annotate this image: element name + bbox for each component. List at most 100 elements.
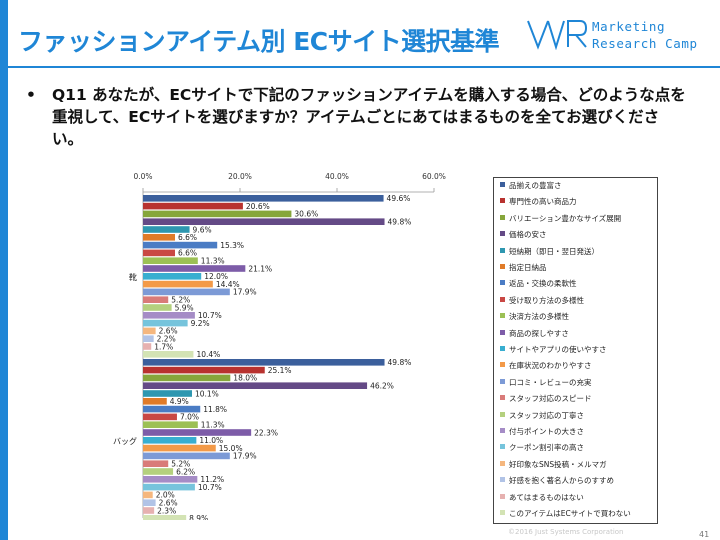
data-label: 2.6% <box>159 499 178 508</box>
legend-label: 受け取り方法の多様性 <box>509 295 584 305</box>
question-text: Q11 あなたが、ECサイトで下記のファッションアイテムを購入する場合、どのよう… <box>52 86 686 148</box>
page-title: ファッションアイテム別 ECサイト選択基準 <box>18 27 500 56</box>
legend-label: サイトやアプリの使いやすさ <box>509 345 607 354</box>
data-label: 10.7% <box>198 483 222 492</box>
bar <box>143 483 195 491</box>
legend-item: 品揃えの豊富さ <box>500 180 562 192</box>
data-label: 15.0% <box>219 444 243 453</box>
data-label: 12.0% <box>204 272 228 281</box>
legend-swatch <box>500 214 505 220</box>
legend-item: 口コミ・レビューの充実 <box>500 377 592 389</box>
logo-line-2: Research Camp <box>592 36 698 51</box>
bar <box>143 195 384 202</box>
data-label: 49.8% <box>388 358 412 367</box>
data-label: 1.7% <box>154 342 173 351</box>
legend-item: 受け取り方法の多様性 <box>500 295 584 307</box>
legend-swatch <box>500 493 505 499</box>
legend-item: クーポン割引率の高さ <box>500 442 584 454</box>
legend-item: 指定日納品 <box>500 262 547 274</box>
legend-item: サイトやアプリの使いやすさ <box>500 344 607 356</box>
legend-item: 付与ポイントの大きさ <box>500 426 584 438</box>
x-tick-label: 20.0% <box>228 172 252 181</box>
bar <box>143 226 190 233</box>
legend-label: 返品・交換の柔軟性 <box>509 279 577 289</box>
bar <box>143 327 156 335</box>
bar-chart: 0.0% 20.0% 40.0% 60.0% 49.6% 20.6% 30.6% 49.8% 9… <box>113 172 446 520</box>
data-label: 6.6% <box>178 249 197 258</box>
page-number: 41 <box>699 530 710 539</box>
bar <box>143 249 176 257</box>
data-label: 17.9% <box>233 288 257 297</box>
legend-label: 口コミ・レビューの充実 <box>509 377 592 387</box>
data-label: 5.9% <box>175 303 194 312</box>
legend-item: あてはまるものはない <box>500 492 584 504</box>
data-label: 10.4% <box>196 350 220 359</box>
legend-swatch <box>500 378 505 384</box>
legend-label: 決済方法の多様性 <box>509 312 569 322</box>
data-label: 11.8% <box>203 405 227 414</box>
legend-label: このアイテムはECサイトで買わない <box>509 509 631 518</box>
legend-label: 好感を抱く著名人からのすすめ <box>509 476 614 486</box>
legend-item: 返品・交換の柔軟性 <box>500 278 577 290</box>
data-label: 7.0% <box>180 413 199 422</box>
legend-swatch <box>500 428 505 433</box>
legend-swatch <box>500 444 505 450</box>
legend-swatch <box>500 182 505 187</box>
legend-swatch <box>500 280 505 286</box>
data-label: 14.4% <box>216 280 240 289</box>
legend-item: 在庫状況のわかりやすさ <box>500 360 592 372</box>
legend-swatch <box>500 231 505 237</box>
legend-item: 好感を抱く著名人からのすすめ <box>500 475 614 487</box>
bar <box>143 351 194 358</box>
legend-label: スタッフ対応の丁寧さ <box>509 410 584 420</box>
data-label: 20.6% <box>246 202 270 211</box>
bar <box>143 241 218 249</box>
data-label: 5.2% <box>171 296 190 305</box>
legend-item: 商品の探しやすさ <box>500 328 569 340</box>
data-label: 15.3% <box>220 241 244 250</box>
legend-item: 短納期（即日・翌日発送） <box>500 246 599 258</box>
bar <box>143 437 197 444</box>
copyright-text: ©2016 Just Systems Corporation <box>508 528 624 536</box>
bar <box>143 296 169 303</box>
bar <box>143 460 169 467</box>
logo-line-1: Marketing <box>592 19 666 34</box>
data-label: 49.6% <box>387 194 411 203</box>
data-label: 2.2% <box>157 335 176 344</box>
data-label: 46.2% <box>370 382 394 391</box>
bar <box>143 359 385 366</box>
bar <box>143 343 152 350</box>
legend-item: 決済方法の多様性 <box>500 311 569 323</box>
data-label: 18.0% <box>233 374 257 383</box>
mrc-logo-mark-icon <box>527 20 588 50</box>
bar <box>143 468 174 475</box>
legend-swatch <box>500 477 505 483</box>
data-label: 11.3% <box>201 421 225 430</box>
data-label: 5.2% <box>171 460 190 469</box>
data-label: 11.3% <box>201 257 225 266</box>
legend-label: あてはまるものはない <box>509 492 584 502</box>
data-label: 10.1% <box>195 389 219 398</box>
data-label: 22.3% <box>254 428 278 437</box>
bar <box>143 390 192 397</box>
legend-label: 付与ポイントの大きさ <box>509 427 584 436</box>
legend-label: クーポン割引率の高さ <box>509 443 584 453</box>
legend-item: このアイテムはECサイトで買わない <box>500 508 631 520</box>
logo-text: Marketing Research Camp <box>592 18 698 52</box>
data-label: 9.6% <box>193 225 212 234</box>
data-label: 8.9% <box>189 514 208 520</box>
data-label: 25.1% <box>268 366 292 375</box>
legend-label: 商品の探しやすさ <box>509 328 569 338</box>
legend-label: 好印象なSNS投稿・メルマガ <box>509 459 607 469</box>
data-label: 6.2% <box>176 467 195 476</box>
bar <box>143 257 198 264</box>
legend-swatch <box>500 296 505 302</box>
data-label: 11.2% <box>200 475 224 484</box>
data-label: 4.9% <box>170 397 189 406</box>
bar <box>143 515 187 520</box>
legend-label: 在庫状況のわかりやすさ <box>509 361 592 371</box>
legend-swatch <box>500 264 505 269</box>
legend-swatch <box>500 460 505 466</box>
legend-swatch <box>500 198 505 204</box>
x-tick-label: 0.0% <box>133 172 152 181</box>
